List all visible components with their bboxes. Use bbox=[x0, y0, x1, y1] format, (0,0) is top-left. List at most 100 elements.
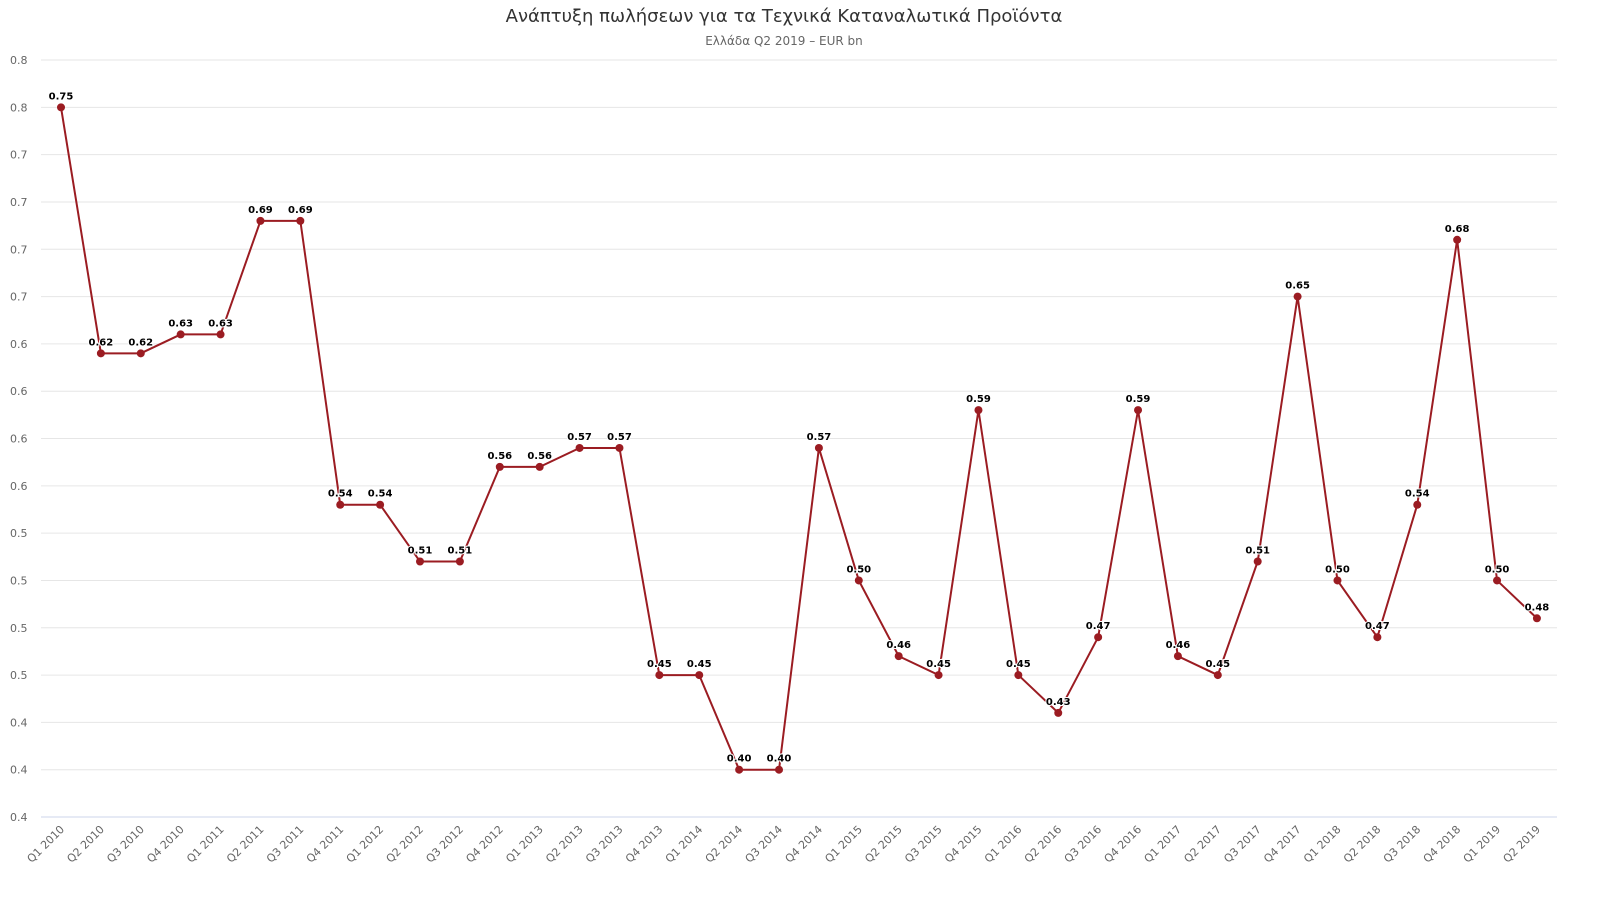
data-label: 0.51 bbox=[1245, 546, 1270, 557]
data-point bbox=[495, 462, 504, 471]
data-label: 0.65 bbox=[1285, 281, 1310, 292]
data-label: 0.46 bbox=[886, 640, 911, 651]
data-label: 0.50 bbox=[1325, 564, 1350, 575]
data-point bbox=[655, 671, 664, 680]
data-point bbox=[814, 443, 823, 452]
data-point bbox=[1333, 576, 1342, 585]
x-tick-label: Q1 2013 bbox=[503, 823, 546, 866]
data-point bbox=[96, 349, 105, 358]
y-tick-label: 0.7 bbox=[10, 291, 28, 304]
data-point bbox=[1014, 671, 1023, 680]
x-tick-label: Q2 2014 bbox=[703, 823, 746, 866]
x-tick-label: Q4 2011 bbox=[304, 823, 347, 866]
x-tick-label: Q1 2012 bbox=[344, 823, 387, 866]
data-label: 0.50 bbox=[1485, 564, 1510, 575]
data-point bbox=[854, 576, 863, 585]
data-point bbox=[535, 462, 544, 471]
x-tick-label: Q2 2016 bbox=[1022, 823, 1065, 866]
data-point bbox=[1134, 406, 1143, 415]
series-line bbox=[60, 107, 1538, 771]
data-label: 0.54 bbox=[1405, 489, 1430, 500]
data-point bbox=[1213, 671, 1222, 680]
data-label: 0.45 bbox=[687, 659, 712, 670]
x-tick-label: Q2 2012 bbox=[384, 823, 427, 866]
x-tick-label: Q3 2017 bbox=[1221, 823, 1264, 866]
x-tick-label: Q1 2015 bbox=[822, 823, 865, 866]
x-tick-label: Q3 2014 bbox=[743, 823, 786, 866]
data-label: 0.62 bbox=[128, 337, 153, 348]
data-point bbox=[575, 443, 584, 452]
data-point bbox=[1453, 235, 1462, 244]
y-tick-label: 0.4 bbox=[10, 716, 28, 729]
x-tick-label: Q1 2018 bbox=[1301, 823, 1344, 866]
y-tick-label: 0.7 bbox=[10, 243, 28, 256]
data-label: 0.45 bbox=[647, 659, 672, 670]
x-tick-label: Q3 2016 bbox=[1062, 823, 1105, 866]
data-label: 0.63 bbox=[208, 318, 233, 329]
y-tick-label: 0.8 bbox=[10, 101, 28, 114]
chart-subtitle: Ελλάδα Q2 2019 – EUR bn bbox=[705, 34, 863, 48]
data-label: 0.47 bbox=[1086, 621, 1111, 632]
x-tick-label: Q4 2015 bbox=[942, 823, 985, 866]
y-tick-label: 0.4 bbox=[10, 811, 28, 824]
data-point bbox=[136, 349, 145, 358]
data-point bbox=[894, 652, 903, 661]
data-point bbox=[1253, 557, 1262, 566]
y-tick-label: 0.6 bbox=[10, 338, 28, 351]
x-tick-label: Q4 2016 bbox=[1102, 823, 1145, 866]
data-label: 0.68 bbox=[1445, 224, 1470, 235]
data-point bbox=[1532, 614, 1541, 623]
data-point bbox=[176, 330, 185, 339]
x-tick-label: Q1 2017 bbox=[1142, 823, 1185, 866]
data-label: 0.45 bbox=[1006, 659, 1031, 670]
x-tick-label: Q1 2016 bbox=[982, 823, 1025, 866]
data-label: 0.59 bbox=[966, 394, 991, 405]
x-tick-label: Q4 2018 bbox=[1421, 823, 1464, 866]
data-label: 0.56 bbox=[527, 451, 552, 462]
x-tick-label: Q2 2010 bbox=[64, 823, 107, 866]
x-tick-label: Q4 2013 bbox=[623, 823, 666, 866]
data-label: 0.43 bbox=[1046, 697, 1071, 708]
data-point bbox=[1413, 500, 1422, 509]
data-label: 0.57 bbox=[607, 432, 632, 443]
data-point bbox=[1094, 633, 1103, 642]
data-label: 0.63 bbox=[168, 318, 193, 329]
y-tick-label: 0.5 bbox=[10, 669, 28, 682]
data-point bbox=[1493, 576, 1502, 585]
data-point bbox=[615, 443, 624, 452]
data-label: 0.51 bbox=[408, 546, 433, 557]
x-tick-label: Q2 2017 bbox=[1181, 823, 1224, 866]
data-point bbox=[57, 103, 65, 112]
data-label: 0.69 bbox=[248, 205, 273, 216]
data-label: 0.54 bbox=[328, 489, 353, 500]
data-label: 0.46 bbox=[1166, 640, 1191, 651]
y-tick-label: 0.6 bbox=[10, 385, 28, 398]
data-point bbox=[376, 500, 385, 509]
x-tick-label: Q3 2015 bbox=[902, 823, 945, 866]
y-tick-label: 0.5 bbox=[10, 527, 28, 540]
chart-title: Ανάπτυξη πωλήσεων για τα Τεχνικά Καταναλ… bbox=[505, 6, 1063, 27]
data-point bbox=[1373, 633, 1382, 642]
x-tick-label: Q3 2012 bbox=[423, 823, 466, 866]
y-tick-label: 0.8 bbox=[10, 54, 28, 67]
data-point bbox=[934, 671, 943, 680]
data-label: 0.62 bbox=[89, 337, 114, 348]
data-point bbox=[216, 330, 225, 339]
x-tick-label: Q2 2019 bbox=[1501, 823, 1544, 866]
x-tick-label: Q1 2010 bbox=[25, 823, 68, 866]
data-label: 0.45 bbox=[926, 659, 951, 670]
data-point bbox=[455, 557, 464, 566]
x-tick-label: Q3 2010 bbox=[104, 823, 147, 866]
data-label: 0.75 bbox=[49, 91, 74, 102]
data-point bbox=[256, 216, 265, 225]
data-label: 0.54 bbox=[368, 489, 393, 500]
data-label: 0.48 bbox=[1525, 602, 1550, 613]
data-label: 0.56 bbox=[487, 451, 512, 462]
x-tick-label: Q3 2018 bbox=[1381, 823, 1424, 866]
data-point bbox=[974, 406, 983, 415]
data-label: 0.69 bbox=[288, 205, 313, 216]
data-label: 0.51 bbox=[448, 546, 473, 557]
y-tick-label: 0.6 bbox=[10, 480, 28, 493]
x-tick-label: Q4 2010 bbox=[144, 823, 187, 866]
